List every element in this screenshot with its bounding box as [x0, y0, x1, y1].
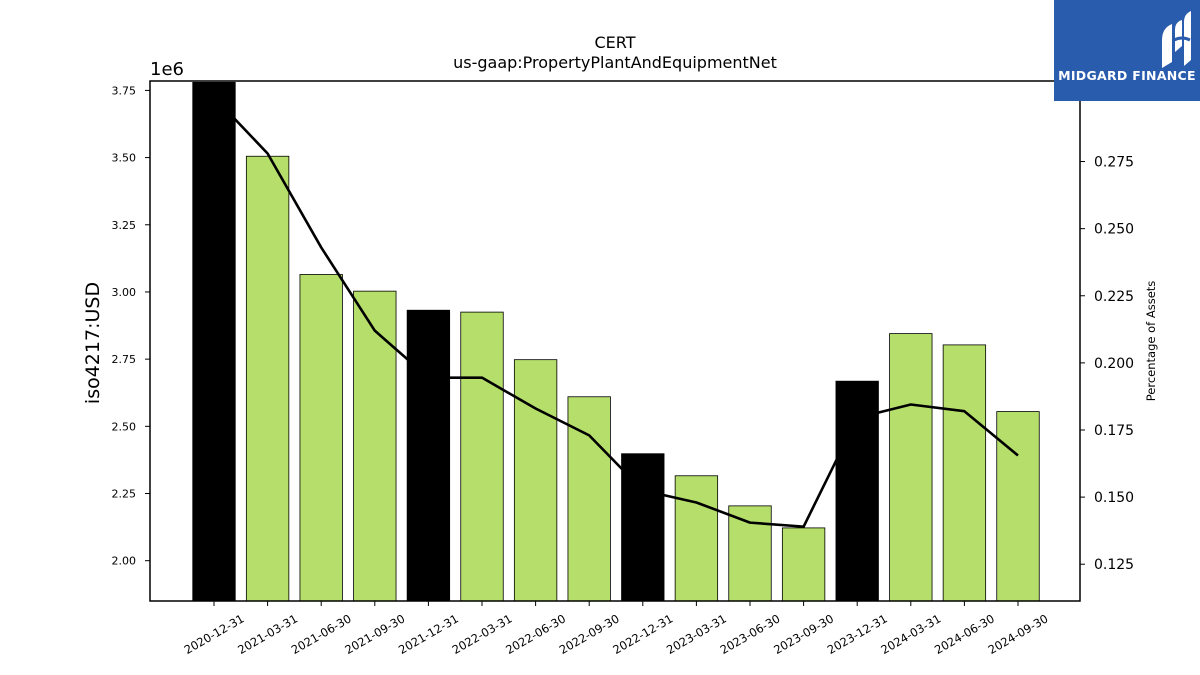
chart-subtitle: us-gaap:PropertyPlantAndEquipmentNet	[453, 53, 777, 72]
plot-frame	[149, 80, 1081, 602]
y-tick-label: 2.25	[112, 488, 137, 501]
bar-2021-03-31	[245, 155, 290, 602]
x-tick-label: 2022-03-31	[450, 611, 515, 657]
bar-2023-03-31	[674, 475, 719, 602]
y2-tick-label: 0.175	[1094, 423, 1134, 439]
x-tick-label: 2023-12-31	[825, 611, 890, 657]
bar-2022-06-30	[513, 359, 558, 602]
bar-2022-09-30	[567, 396, 611, 602]
y2-tick-label: 0.250	[1094, 222, 1134, 238]
y-tick-label: 2.50	[112, 420, 137, 433]
y2-tick-label: 0.225	[1094, 289, 1134, 305]
y-axis-label: iso4217:USD	[82, 282, 104, 404]
bar-2021-12-31	[406, 309, 451, 602]
bars-group	[192, 81, 1040, 602]
x-tick-label: 2021-06-30	[289, 611, 354, 657]
midgard-finance-logo: MIDGARD FINANCE	[1054, 0, 1200, 101]
y2-tick-label: 0.275	[1094, 155, 1134, 171]
x-tick-label: 2023-09-30	[771, 611, 836, 657]
y2-tick-label: 0.125	[1094, 557, 1134, 573]
percentage-of-assets-line	[213, 96, 1019, 528]
bar-2021-09-30	[353, 290, 397, 602]
x-tick-label: 2022-12-31	[610, 611, 675, 657]
x-tick-label: 2023-06-30	[718, 611, 783, 657]
bar-2021-06-30	[299, 274, 343, 602]
x-tick-label: 2021-09-30	[342, 611, 407, 657]
y-tick-label: 3.25	[112, 219, 137, 232]
bar-2023-06-30	[728, 505, 772, 602]
bar-2020-12-31	[192, 81, 236, 602]
bar-2024-06-30	[942, 344, 987, 602]
x-tick-label: 2022-06-30	[503, 611, 568, 657]
x-tick-label: 2024-09-30	[986, 611, 1051, 657]
x-tick-label: 2023-03-31	[664, 611, 729, 657]
y-tick-label: 2.75	[112, 353, 137, 366]
x-tick-label: 2020-12-31	[182, 611, 247, 657]
bar-2023-09-30	[781, 527, 826, 602]
y2-tick-label: 0.200	[1094, 356, 1134, 372]
chart-title: CERT	[594, 33, 635, 52]
bar-2022-03-31	[460, 311, 504, 602]
x-tick-label: 2021-12-31	[396, 611, 461, 657]
y-scale-label: 1e6	[150, 59, 184, 80]
x-tick-label: 2024-03-31	[878, 611, 943, 657]
y-tick-label: 3.75	[112, 84, 137, 97]
x-tick-label: 2022-09-30	[557, 611, 622, 657]
y2-axis-label: Percentage of Assets	[1144, 281, 1158, 402]
x-tick-label: 2021-03-31	[235, 611, 300, 657]
y2-tick-label: 0.150	[1094, 490, 1134, 506]
bar-2024-09-30	[996, 411, 1040, 602]
line-group	[213, 96, 1019, 528]
x-tick-label: 2024-06-30	[932, 611, 997, 657]
bar-2024-03-31	[889, 333, 933, 602]
y-tick-label: 3.00	[112, 286, 137, 299]
bar-2022-12-31	[621, 453, 665, 602]
y-tick-label: 2.00	[112, 555, 137, 568]
logo-mark-icon	[1162, 11, 1191, 68]
y-tick-label: 3.50	[112, 152, 137, 165]
logo-text: MIDGARD FINANCE	[1058, 68, 1196, 83]
